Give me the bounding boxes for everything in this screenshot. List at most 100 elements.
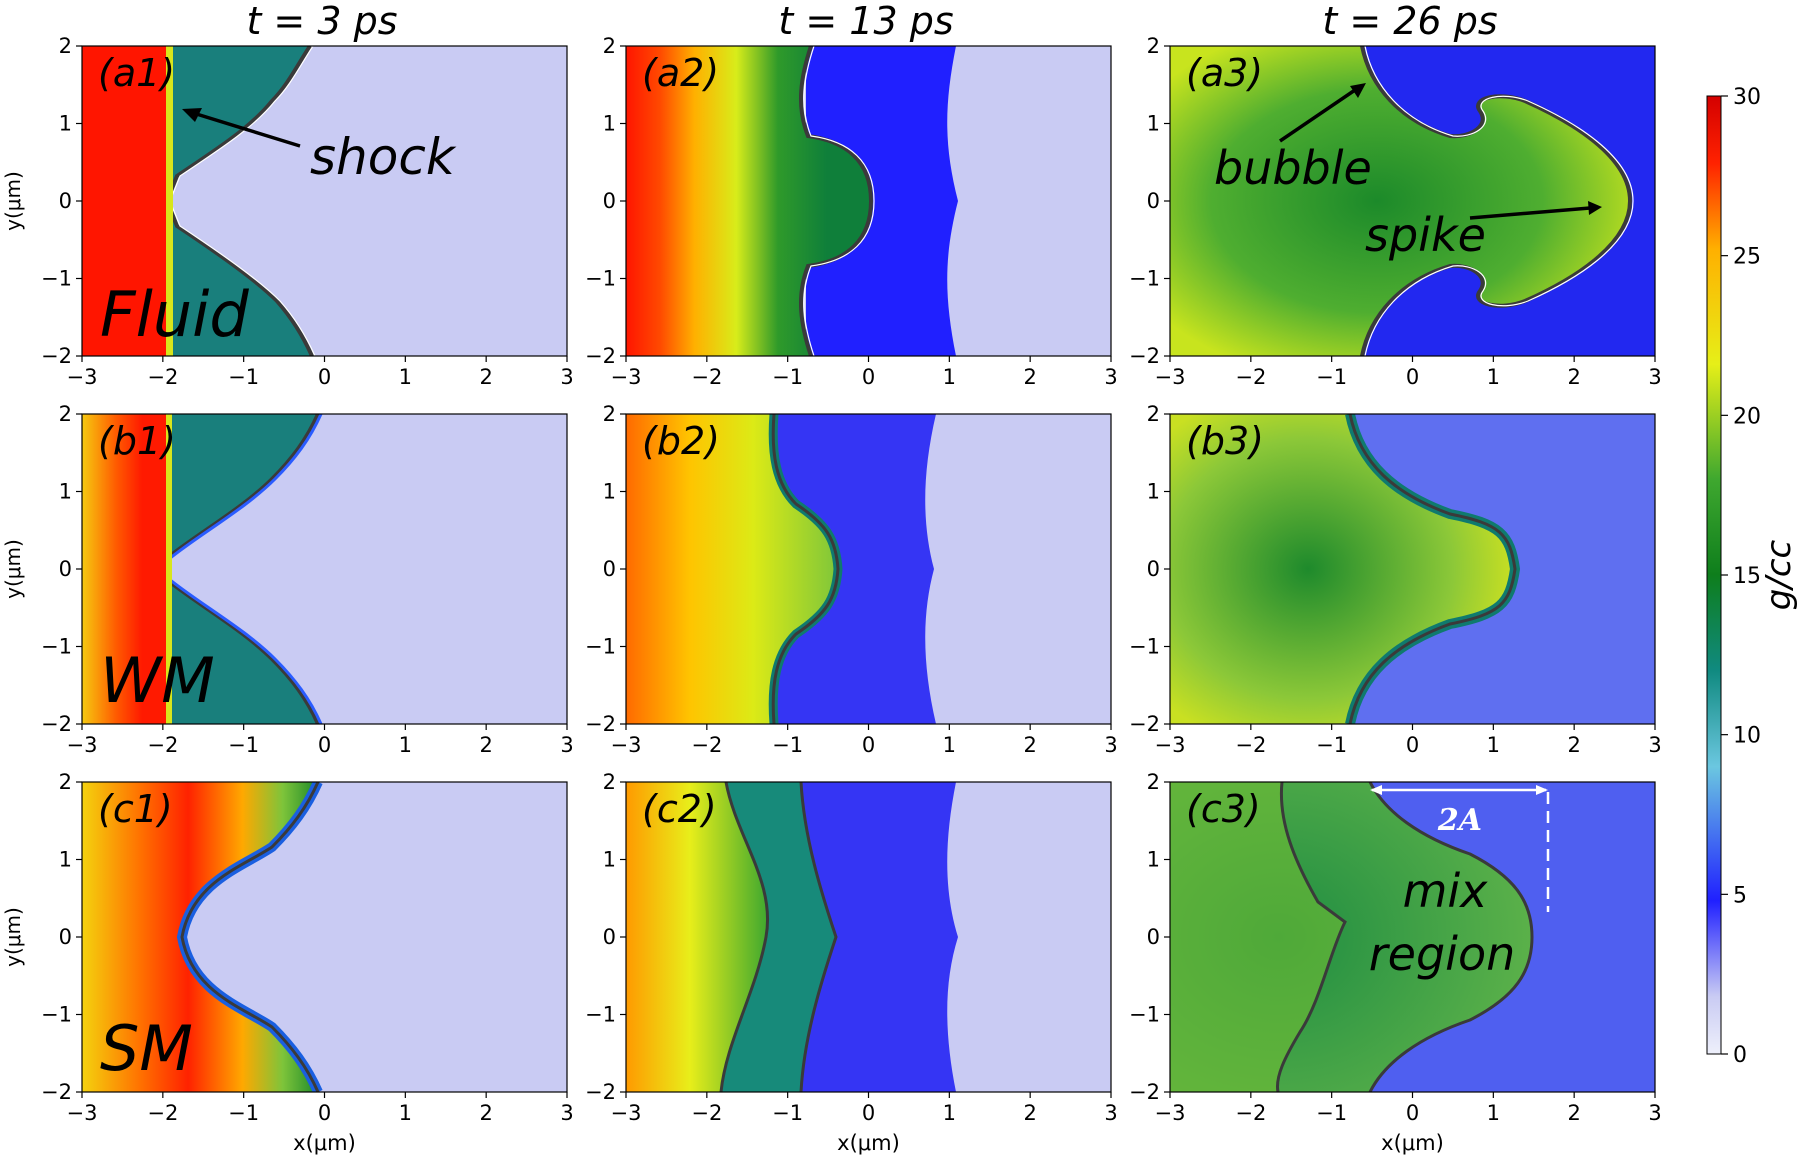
y-tick-label: 0 — [1147, 925, 1160, 949]
x-tick-label: 3 — [1648, 1101, 1661, 1125]
x-tick-label: −3 — [611, 365, 642, 389]
y-tick-label: 0 — [1147, 557, 1160, 581]
y-tick-label: −2 — [1129, 1080, 1160, 1104]
panel-c1: (c1) SM — [81, 781, 568, 1093]
panel-b3: (b3) — [1169, 413, 1656, 725]
annotation-arrow — [1469, 206, 1591, 220]
y-tick-label: −1 — [41, 1003, 72, 1027]
annotation-arrow — [1279, 86, 1359, 143]
panel-label: (c2) — [642, 787, 717, 831]
heatmap-shocked-layer — [167, 46, 312, 356]
x-tick-label: 0 — [862, 1101, 875, 1125]
y-tick-label: 1 — [59, 480, 72, 504]
x-tick-label: −1 — [228, 365, 259, 389]
x-tick-label: 0 — [1406, 733, 1419, 757]
x-tick-label: −2 — [147, 1101, 178, 1125]
y-tick-label: 1 — [59, 848, 72, 872]
colorbar-tick-label: 5 — [1733, 883, 1747, 908]
annotation-arrowhead — [182, 108, 202, 122]
panel-label: (b2) — [642, 419, 720, 463]
x-tick-label: 3 — [1648, 733, 1661, 757]
colorbar-tick-label: 15 — [1733, 564, 1761, 589]
x-tick-label: −2 — [691, 365, 722, 389]
x-tick-label: 1 — [1487, 1101, 1500, 1125]
y-tick-label: 2 — [1147, 770, 1160, 794]
x-tick-label: 2 — [1567, 1101, 1580, 1125]
x-tick-label: 0 — [862, 365, 875, 389]
x-tick-label: 3 — [1104, 733, 1117, 757]
column-title-1: t = 3 ps — [246, 0, 397, 43]
panel-label: (c1) — [98, 787, 173, 831]
panel-a3: (a3) bubble spike — [1169, 45, 1656, 357]
y-tick-label: 0 — [603, 925, 616, 949]
annotation-mix: mix — [1403, 864, 1489, 918]
x-tick-label: 0 — [1406, 1101, 1419, 1125]
interface-contour-highlight — [803, 46, 875, 356]
x-tick-label: −2 — [147, 365, 178, 389]
x-tick-label: 1 — [943, 1101, 956, 1125]
y-tick-label: −2 — [1129, 712, 1160, 736]
x-tick-label: 3 — [560, 733, 573, 757]
heatmap-heavy-region — [626, 46, 871, 356]
x-tick-label: −2 — [691, 1101, 722, 1125]
annotation-arrow — [189, 110, 301, 148]
x-tick-label: 3 — [1104, 1101, 1117, 1125]
heatmap-compressed-light — [806, 46, 958, 356]
y-tick-label: 0 — [603, 557, 616, 581]
x-tick-label: 0 — [318, 1101, 331, 1125]
colorbar-ticks: 30 25 20 15 10 5 0 — [1721, 85, 1761, 1068]
colorbar-tick-label: 10 — [1733, 724, 1761, 749]
heatmap-light-fill — [182, 782, 567, 1092]
heatmap-heavy-region — [82, 414, 168, 724]
annotation-region: region — [1369, 927, 1516, 981]
interface-contour-left — [719, 782, 769, 1092]
heatmap-mixed-region — [1170, 414, 1515, 724]
y-tick-label: 1 — [1147, 848, 1160, 872]
colorbar-tick-label: 0 — [1733, 1043, 1747, 1068]
panel-a1: (a1) Fluid shock — [81, 45, 568, 357]
x-tick-label: 1 — [1487, 365, 1500, 389]
x-tick-label: 2 — [1567, 733, 1580, 757]
colorbar: 30 25 20 15 10 5 0 g/cc — [1706, 85, 1799, 1068]
interface-contour-highlight — [1364, 46, 1634, 356]
annotation-spike: spike — [1365, 208, 1486, 262]
panel-label: (c3) — [1186, 787, 1261, 831]
y-axis-label: y(μm) — [1, 907, 25, 967]
amplitude-arrowhead-right — [1536, 785, 1548, 795]
annotation-shock: shock — [310, 128, 457, 186]
heatmap-heavy-region — [1170, 782, 1345, 1092]
x-axis-label: x(μm) — [293, 1131, 356, 1155]
y-tick-label: −1 — [1129, 267, 1160, 291]
x-tick-label: 0 — [318, 733, 331, 757]
y-tick-label: 0 — [59, 925, 72, 949]
row-label: WM — [100, 644, 215, 717]
panel-label: (a1) — [98, 51, 175, 95]
interface-contour-left — [1275, 782, 1347, 1092]
x-tick-label: 1 — [399, 1101, 412, 1125]
x-tick-label: −3 — [1155, 365, 1186, 389]
x-tick-label: −2 — [691, 733, 722, 757]
x-tick-label: −2 — [1235, 365, 1266, 389]
interface-contour — [180, 782, 320, 1092]
x-tick-label: 2 — [479, 733, 492, 757]
y-tick-label: −2 — [41, 712, 72, 736]
x-tick-label: −1 — [1316, 365, 1347, 389]
heatmap-heavy-region — [82, 46, 168, 356]
x-tick-label: −2 — [147, 733, 178, 757]
row-label: Fluid — [100, 278, 249, 351]
annotation-arrowhead — [1588, 201, 1602, 215]
x-tick-label: −1 — [772, 733, 803, 757]
colorbar-tick-label: 25 — [1733, 245, 1761, 270]
x-tick-label: −3 — [1155, 1101, 1186, 1125]
x-tick-label: 2 — [1023, 1101, 1036, 1125]
heatmap-heavy-region — [626, 782, 768, 1092]
y-tick-label: 1 — [603, 848, 616, 872]
x-tick-label: 3 — [1104, 365, 1117, 389]
x-tick-label: −3 — [67, 1101, 98, 1125]
heatmap-mixed-region — [1170, 46, 1630, 356]
x-tick-label: 2 — [1567, 365, 1580, 389]
panel-label: (b1) — [98, 419, 176, 463]
colorbar-tick-label: 30 — [1733, 85, 1761, 110]
x-tick-label: 2 — [1023, 365, 1036, 389]
